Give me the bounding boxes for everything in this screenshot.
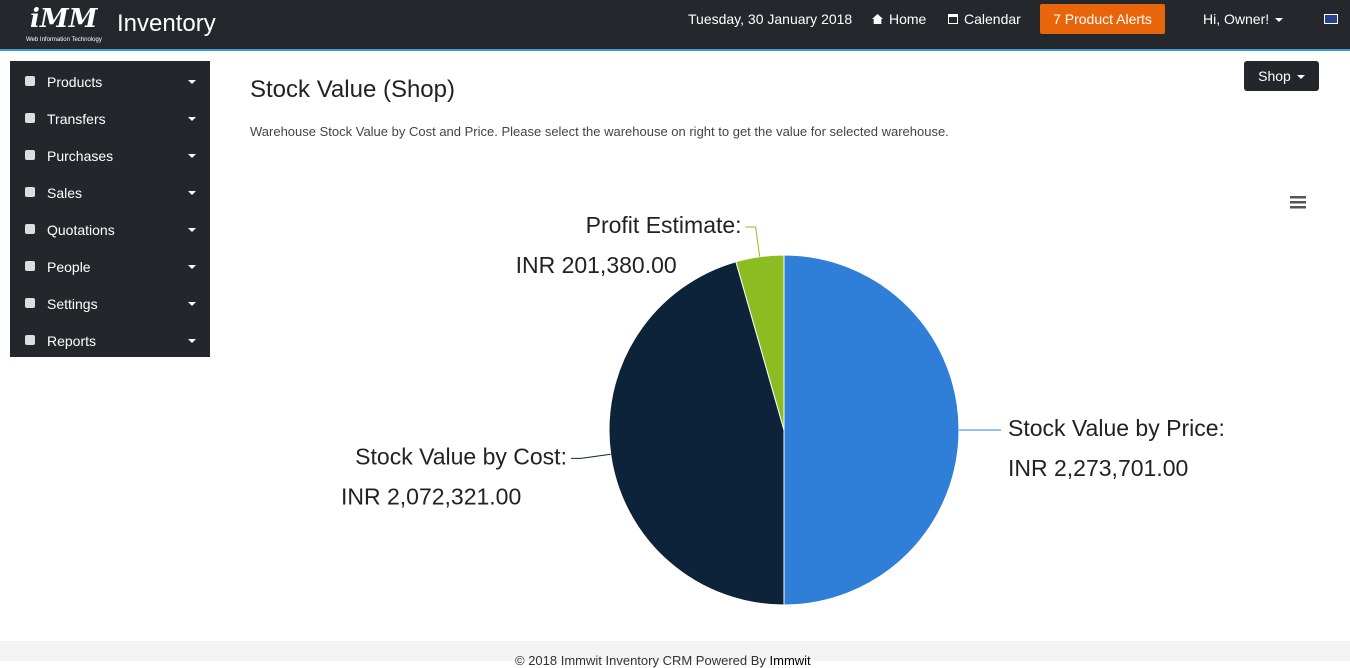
caret	[1296, 75, 1305, 80]
sidebar: Products Transfers Purchases Sales Quotation…	[10, 61, 210, 357]
caret	[188, 302, 196, 306]
menu-icon	[25, 187, 35, 197]
footer: © 2018 Immwit Inventory CRM Powered By I…	[0, 641, 1350, 668]
page-description: Warehouse Stock Value by Cost and Price.…	[250, 124, 949, 139]
slice-label: Stock Value by Price:	[1008, 415, 1225, 441]
logo-subtitle: Web Information Technology	[26, 37, 102, 43]
menu-icon	[25, 261, 35, 271]
app-name[interactable]: Inventory	[117, 10, 216, 37]
caret	[188, 117, 196, 121]
nav-home[interactable]: Home	[889, 11, 927, 27]
nav-calendar[interactable]: Calendar	[964, 11, 1021, 27]
connector	[745, 226, 761, 257]
menu-bar	[1290, 201, 1306, 204]
logo[interactable]: iMM	[30, 4, 98, 34]
pie-slice	[608, 261, 785, 606]
date: Tuesday, 30 January 2018	[688, 11, 853, 27]
slice-label: Profit Estimate:	[586, 212, 742, 238]
sidebar-item[interactable]: Reports	[10, 322, 210, 359]
menu-label: Purchases	[47, 148, 114, 164]
menu-icon	[25, 335, 35, 345]
slice-label: Stock Value by Cost:	[355, 443, 567, 469]
slice-value-label: INR 2,273,701.00	[1008, 455, 1188, 481]
menu-icon	[25, 113, 35, 123]
sidebar-item[interactable]: Quotations	[10, 211, 210, 248]
caret	[188, 154, 196, 158]
chart-menu[interactable]	[1290, 196, 1306, 209]
menu-label: Reports	[47, 333, 97, 349]
home-icon	[872, 14, 883, 24]
page-title: Stock Value (Shop)	[250, 76, 455, 103]
connector	[570, 453, 611, 459]
menu-label: People	[47, 259, 91, 275]
menu-label: Quotations	[47, 222, 115, 238]
chart: Stock Value by Price: INR 2,273,701.00 Sto…	[341, 196, 1306, 606]
pie-slice	[783, 254, 960, 606]
slice-value-label: INR 2,072,321.00	[341, 483, 521, 509]
caret	[188, 339, 196, 343]
menu-label: Products	[47, 74, 103, 90]
menu-icon	[25, 150, 35, 160]
menu-icon	[25, 76, 35, 86]
sidebar-item[interactable]: Transfers	[10, 100, 210, 137]
menu-icon	[25, 298, 35, 308]
caret	[188, 80, 196, 84]
caret	[1275, 18, 1284, 23]
warehouse-dropdown[interactable]: Shop	[1244, 61, 1319, 91]
sidebar-item[interactable]: Purchases	[10, 137, 210, 174]
sidebar-item[interactable]: Products	[10, 63, 210, 100]
caret	[188, 228, 196, 232]
caret	[188, 265, 196, 269]
menu-icon	[25, 224, 35, 234]
slice-value-label: INR 201,380.00	[516, 252, 677, 278]
menu-label: Transfers	[47, 111, 106, 127]
alerts-button[interactable]: 7 Product Alerts	[1040, 4, 1165, 34]
menu-label: Settings	[47, 296, 98, 312]
menu-label: Sales	[47, 185, 83, 201]
dropdown-label: Shop	[1258, 68, 1291, 84]
language-flag[interactable]	[1324, 14, 1338, 24]
sidebar-item[interactable]: Settings	[10, 285, 210, 322]
user-name: Hi, Owner!	[1203, 11, 1270, 27]
caret	[188, 191, 196, 195]
menu-bar	[1290, 206, 1306, 209]
sidebar-item[interactable]: Sales	[10, 174, 210, 211]
menu-bar	[1290, 196, 1306, 199]
calendar-icon	[948, 14, 958, 24]
top-bar: iMM Web Information Technology Inventory…	[0, 0, 1350, 51]
sidebar-item[interactable]: People	[10, 248, 210, 285]
user-menu[interactable]: Hi, Owner!	[1203, 11, 1284, 27]
pie-slice	[735, 254, 785, 431]
